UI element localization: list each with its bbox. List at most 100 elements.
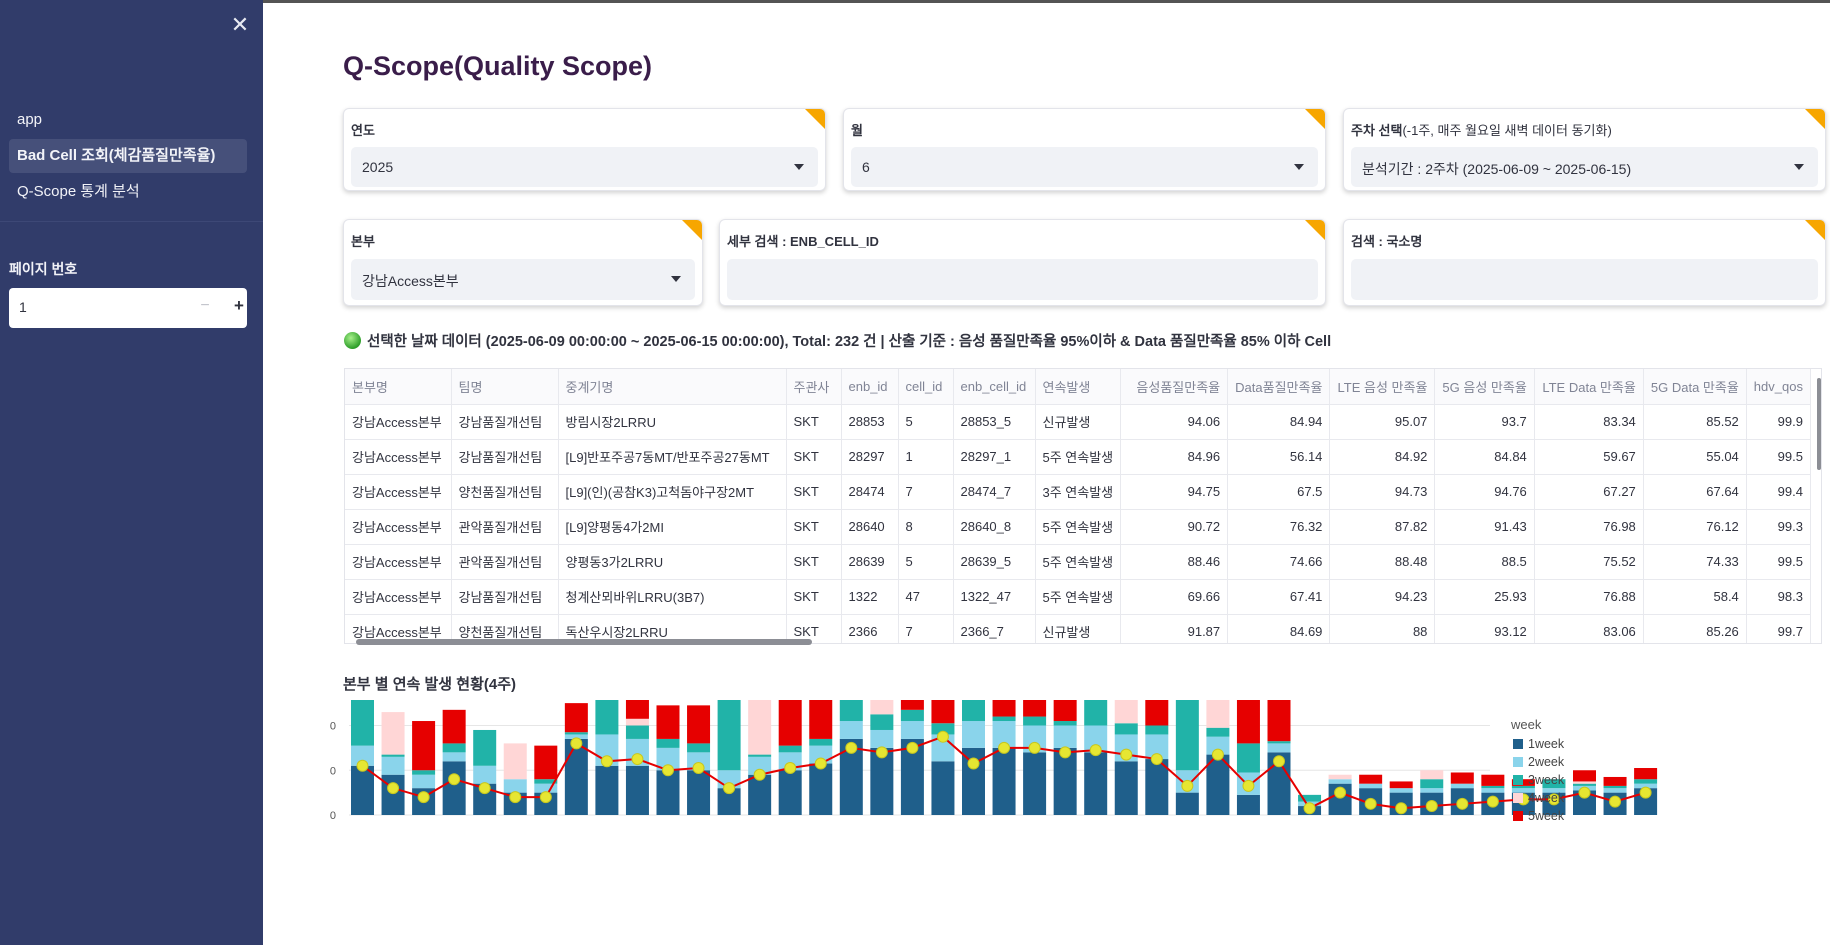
year-select[interactable]: 2025 <box>351 147 818 187</box>
table-row[interactable]: 강남Access본부 관악품질개선팀 [L9]양평동4가2MI SKT 28640 8 28… <box>345 509 1811 545</box>
bar-segment-1week <box>442 761 466 815</box>
trend-point <box>1547 793 1560 806</box>
table-row[interactable]: 강남Access본부 강남품질개선팀 방림시장2LRRU SKT 28853 5 28853… <box>345 404 1811 440</box>
corner-marker <box>1805 109 1825 129</box>
hq-filter: 본부 강남Access본부 <box>343 219 703 306</box>
bar-segment-5week <box>1603 776 1627 786</box>
column-header[interactable]: enb_id <box>841 369 899 405</box>
increment-button[interactable]: + <box>234 296 244 315</box>
table-cell: 88.5 <box>1434 544 1535 580</box>
table-cell: 84.69 <box>1227 614 1331 643</box>
trend-point <box>723 782 736 795</box>
sidebar-item-qscope-stats[interactable]: Q-Scope 통계 분석 <box>17 183 140 200</box>
column-header[interactable]: 5G 음성 만족율 <box>1434 369 1535 405</box>
bar-segment-2week <box>1145 734 1169 760</box>
sidebar-item-app[interactable]: app <box>17 111 43 128</box>
table-cell: 99.7 <box>1746 614 1811 643</box>
bar-segment-5week <box>564 703 588 733</box>
bar-segment-3week <box>1511 785 1535 789</box>
table-cell: 67.41 <box>1227 579 1331 615</box>
table-cell: 청계산뫼바위LRRU(3B7) <box>558 579 787 615</box>
vertical-scrollbar[interactable] <box>1817 378 1821 470</box>
column-header[interactable]: LTE Data 만족율 <box>1534 369 1644 405</box>
month-select[interactable]: 6 <box>851 147 1318 187</box>
column-header[interactable]: 팀명 <box>451 369 559 405</box>
page-number-label: 페이지 번호 <box>9 261 78 277</box>
close-icon[interactable]: ✕ <box>230 12 250 37</box>
bar-segment-2week <box>656 747 680 771</box>
top-decoration-bar <box>263 0 1830 3</box>
trend-point <box>1028 741 1041 754</box>
decrement-button[interactable]: − <box>200 297 210 314</box>
bar-segment-2week <box>1023 725 1047 753</box>
column-header[interactable]: Data품질만족율 <box>1227 369 1331 405</box>
legend-swatch-4week <box>1513 793 1523 803</box>
page-number-input[interactable]: 1 <box>19 299 27 315</box>
station-name-input[interactable] <box>1351 259 1818 300</box>
week-select[interactable]: 분석기간 : 2주차 (2025-06-09 ~ 2025-06-15) <box>1351 147 1818 187</box>
enb-cell-id-input[interactable] <box>727 259 1318 300</box>
horizontal-scrollbar[interactable] <box>356 639 812 645</box>
table-cell: 28640 <box>841 509 899 545</box>
column-header[interactable]: 음성품질만족율 <box>1120 369 1229 405</box>
bar-segment-2week <box>839 721 863 739</box>
bar-segment-3week <box>473 729 497 766</box>
bar-segment-3week <box>442 743 466 753</box>
table-cell: SKT <box>786 544 842 580</box>
column-header[interactable]: hdv_qos <box>1746 369 1811 405</box>
table-cell: 관악품질개선팀 <box>451 544 559 580</box>
bar-segment-3week <box>656 738 680 748</box>
table-cell: 76.98 <box>1534 509 1644 545</box>
table-row[interactable]: 강남Access본부 강남품질개선팀 [L9]반포주공7동MT/반포주공27동MT S… <box>345 439 1811 475</box>
table-row[interactable]: 강남Access본부 관악품질개선팀 양평동3가2LRRU SKT 28639 5 2863… <box>345 544 1811 580</box>
legend-label-4week: 4week <box>1528 791 1565 805</box>
hq-select[interactable]: 강남Access본부 <box>351 259 695 300</box>
trend-point <box>936 730 949 743</box>
table-cell: 83.34 <box>1534 404 1644 440</box>
table-cell: 88.48 <box>1329 544 1436 580</box>
table-cell: 93.12 <box>1434 614 1535 643</box>
bar-segment-2week <box>351 745 374 766</box>
legend-label-2week: 2week <box>1528 755 1565 769</box>
week-label-main: 주차 선택 <box>1351 123 1403 138</box>
station-search-label: 검색 : 국소명 <box>1351 234 1423 249</box>
table-row[interactable]: 강남Access본부 강남품질개선팀 청계산뫼바위LRRU(3B7) SKT 1322 4… <box>345 579 1811 615</box>
column-header[interactable]: 본부명 <box>345 369 452 405</box>
table-row[interactable]: 강남Access본부 양천품질개선팀 독산우시장2LRRU SKT 2366 7 2366_… <box>345 614 1811 643</box>
chevron-down-icon <box>671 276 681 282</box>
column-header[interactable]: 5G Data 만족율 <box>1643 369 1747 405</box>
trend-point <box>998 741 1011 754</box>
trend-point <box>1181 779 1194 792</box>
page-number-stepper[interactable]: 1 − + <box>9 288 247 328</box>
table-cell: 84.96 <box>1120 439 1229 475</box>
bar-segment-2week <box>1084 725 1108 753</box>
trend-point <box>356 759 369 772</box>
table-row[interactable]: 강남Access본부 양천품질개선팀 [L9](인)(공참K3)고척돔야구장2MT S… <box>345 474 1811 510</box>
bar-segment-1week <box>931 761 955 815</box>
column-header[interactable]: LTE 음성 만족율 <box>1329 369 1436 405</box>
corner-marker <box>1305 220 1325 240</box>
bar-segment-3week <box>717 700 741 771</box>
chevron-down-icon <box>1794 164 1804 170</box>
column-header[interactable]: 중계기명 <box>558 369 787 405</box>
table-cell: 5주 연속발생 <box>1035 544 1122 580</box>
sidebar-item-bad-cell[interactable]: Bad Cell 조회(체감품질만족율) <box>9 139 247 173</box>
column-header[interactable]: 연속발생 <box>1035 369 1122 405</box>
column-header[interactable]: cell_id <box>898 369 954 405</box>
bar-segment-4week <box>1328 774 1352 780</box>
table-cell: 강남Access본부 <box>345 544 452 580</box>
bar-segment-3week <box>1542 779 1566 789</box>
table-cell: 5주 연속발생 <box>1035 509 1122 545</box>
data-table[interactable]: 본부명 팀명 중계기명 주관사 enb_id cell_id enb_cell_id 연속발생… <box>344 368 1822 644</box>
bar-segment-5week <box>992 700 1016 717</box>
trend-point <box>753 768 766 781</box>
bar-segment-3week <box>1023 716 1047 726</box>
column-header[interactable]: enb_cell_id <box>953 369 1036 405</box>
column-header[interactable]: 주관사 <box>786 369 842 405</box>
bar-segment-5week <box>1573 770 1596 782</box>
bar-segment-4week <box>1114 700 1138 724</box>
bar-segment-1week <box>778 770 802 815</box>
trend-point <box>1059 746 1072 759</box>
bar-segment-2week <box>1389 788 1413 793</box>
table-cell: 독산우시장2LRRU <box>558 614 787 643</box>
